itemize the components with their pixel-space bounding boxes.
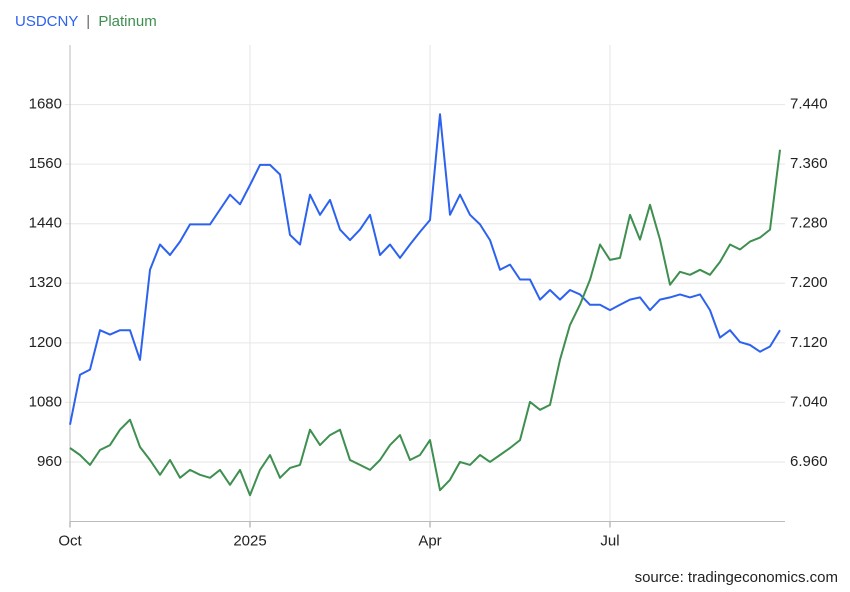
- x-tick-label: Jul: [600, 532, 619, 549]
- y-tick-label: 1320: [29, 274, 62, 291]
- title-separator: |: [86, 13, 90, 30]
- y-tick-label: 1680: [29, 96, 62, 113]
- x-tick-label: Apr: [418, 532, 441, 549]
- y2-tick-label: 7.040: [790, 393, 828, 410]
- y-tick-label: 1080: [29, 393, 62, 410]
- y2-tick-label: 7.440: [790, 96, 828, 113]
- series-line: [69, 113, 781, 425]
- y2-tick-label: 7.200: [790, 274, 828, 291]
- y-tick-label: 1560: [29, 155, 62, 172]
- y-tick-label: 960: [37, 453, 62, 470]
- x-tick-label: Oct: [58, 532, 82, 549]
- series-line: [69, 149, 781, 497]
- title-series-1: USDCNY: [15, 13, 78, 30]
- source: source: tradingeconomics.com: [635, 569, 838, 586]
- y-tick-label: 1200: [29, 334, 62, 351]
- y2-tick-label: 7.360: [790, 155, 828, 172]
- chart-title: USDCNY | Platinum: [15, 13, 157, 30]
- y-tick-label: 1440: [29, 215, 62, 232]
- y2-tick-label: 7.120: [790, 334, 828, 351]
- y2-tick-label: 7.280: [790, 215, 828, 232]
- x-tick-label: 2025: [233, 532, 266, 549]
- y2-tick-label: 6.960: [790, 453, 828, 470]
- title-series-2: Platinum: [98, 13, 156, 30]
